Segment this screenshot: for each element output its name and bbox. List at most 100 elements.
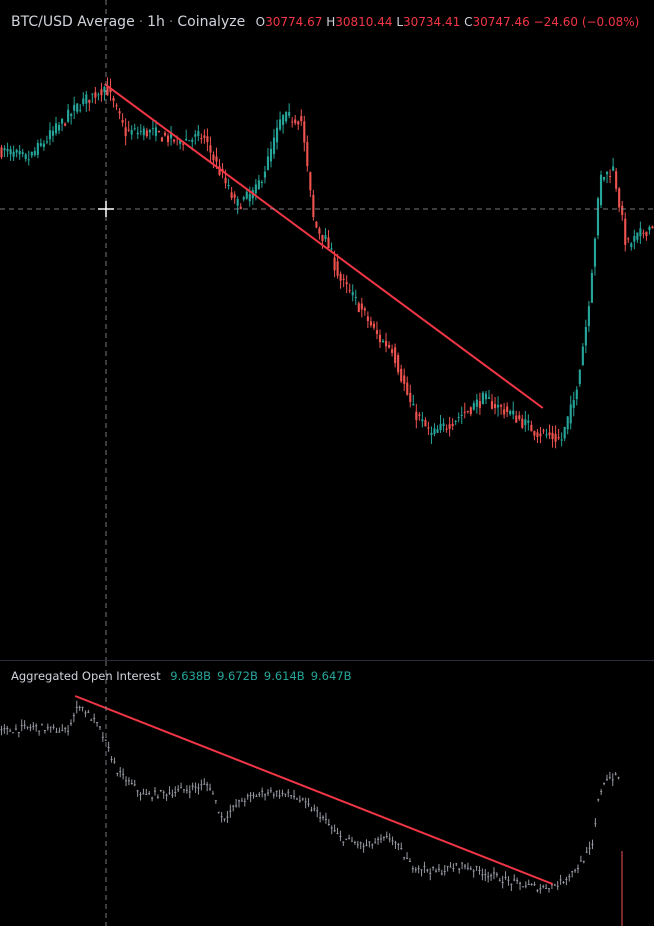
oi-bar (203, 778, 206, 785)
oi-bar (507, 876, 510, 886)
candle (490, 394, 494, 410)
candle (533, 430, 536, 441)
candle (406, 376, 409, 396)
candle (478, 392, 481, 415)
candle (388, 341, 391, 349)
candle-body (460, 414, 463, 416)
candle-body (551, 432, 554, 440)
candle (0, 144, 3, 160)
oi-bar (443, 865, 446, 876)
oi-bar (316, 806, 319, 818)
candle-body (487, 397, 491, 399)
candle-body (587, 306, 590, 327)
oi-bar (116, 772, 119, 777)
candle-body (339, 273, 342, 281)
candle (12, 145, 15, 161)
candle (30, 151, 33, 159)
open-interest-pane[interactable]: Aggregated Open Interest 9.638B 9.672B 9.6… (0, 661, 654, 926)
candle-body (424, 420, 427, 427)
oi-bar (110, 756, 113, 763)
candle-body (345, 282, 348, 285)
candle-body (185, 138, 188, 141)
symbol-title[interactable]: BTC/USD Average (11, 14, 135, 30)
candle-body (599, 174, 603, 206)
oi-bar (98, 726, 101, 731)
price-chart[interactable] (0, 0, 654, 660)
candle (42, 140, 45, 151)
trend-line[interactable] (104, 83, 544, 409)
oi-bar (527, 879, 530, 886)
candle-body (369, 321, 372, 326)
candle (375, 321, 379, 340)
candle (136, 126, 139, 140)
oi-bar (162, 790, 165, 799)
candle-body (406, 382, 409, 395)
candle-body (412, 403, 415, 406)
candle-body (381, 340, 385, 342)
candle (82, 92, 85, 107)
oi-bar (41, 723, 44, 726)
oi-bar (197, 783, 200, 795)
oi-bar (379, 834, 382, 844)
candle (115, 103, 118, 111)
candle (418, 412, 421, 421)
oi-bar (159, 789, 162, 793)
oi-bar (90, 718, 93, 721)
candle-body (303, 121, 306, 143)
candle (469, 406, 472, 417)
candle-body (336, 261, 339, 276)
oi-bar (171, 789, 174, 799)
candle (54, 116, 58, 136)
candle (36, 139, 39, 159)
oi-bar (58, 727, 61, 733)
candle (209, 136, 212, 162)
candle-body (197, 131, 200, 136)
candle-body (291, 121, 294, 123)
candle (606, 171, 609, 184)
candle-body (403, 375, 406, 384)
candle (384, 332, 388, 353)
price-pane[interactable]: BTC/USD Average · 1h · Coinalyze O30774.67 H… (0, 0, 654, 660)
candle (227, 178, 230, 190)
candle-body (124, 127, 127, 137)
candle (154, 120, 157, 142)
candle (64, 122, 67, 127)
candle-body (188, 140, 191, 142)
candle (151, 119, 154, 136)
candle (551, 425, 554, 448)
pane-divider[interactable] (0, 660, 654, 661)
candle (536, 428, 539, 444)
oi-bar (449, 862, 452, 868)
candle-body (615, 171, 618, 189)
candle-body (351, 292, 354, 296)
open-interest-title: Aggregated Open Interest (11, 669, 161, 683)
oi-bar (269, 787, 272, 793)
oi-value-high: 9.672B (217, 669, 258, 683)
open-interest-chart[interactable] (0, 661, 654, 926)
oi-bar (293, 789, 296, 800)
candle (236, 196, 239, 215)
oi-bar (582, 860, 585, 864)
oi-bar (539, 884, 542, 894)
candle (91, 93, 94, 103)
oi-bar (180, 782, 183, 789)
oi-bar (362, 842, 365, 853)
candle (257, 174, 260, 190)
trend-line[interactable] (74, 695, 553, 885)
oi-bar (385, 831, 388, 839)
oi-bar (133, 779, 136, 787)
oi-bar (432, 866, 435, 871)
oi-value-low: 9.614B (263, 669, 305, 683)
oi-bar (52, 724, 55, 730)
oi-bar (35, 723, 38, 732)
candle (206, 128, 209, 152)
candle (203, 129, 206, 144)
candle-body (400, 368, 403, 382)
oi-bar (0, 725, 3, 736)
interval-label[interactable]: 1h (147, 14, 165, 30)
oi-bar (510, 883, 513, 892)
candle-body (51, 130, 55, 136)
candle (357, 301, 360, 313)
candle-body (490, 401, 494, 409)
candle-body (493, 404, 497, 408)
